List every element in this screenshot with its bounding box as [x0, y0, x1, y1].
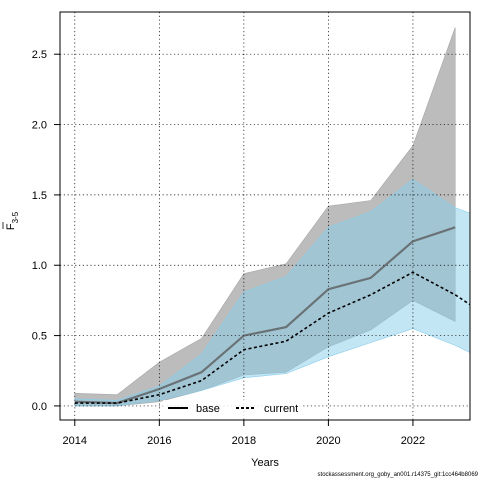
legend: base current — [163, 400, 303, 416]
x-tick-label-2022: 2022 — [401, 435, 425, 447]
x-tick-label-2018: 2018 — [232, 435, 256, 447]
plot-frame — [59, 11, 471, 421]
y-tick-label-2: 1.0 — [32, 260, 47, 272]
y-axis-title-sub: 3-5 — [11, 211, 20, 223]
footer-text: stockassessment.org_goby_an001.r14375_gi… — [318, 472, 479, 478]
y-tick-label-4: 2.0 — [32, 120, 47, 132]
y-axis-title: F3-5 — [2, 211, 20, 230]
series-lines — [74, 226, 471, 405]
x-tick-label-2020: 2020 — [316, 435, 340, 447]
band-current — [74, 179, 471, 407]
y-tick-label-1: 0.5 — [32, 331, 47, 343]
line-current — [74, 271, 471, 404]
x-axis-title: Years — [251, 457, 279, 469]
legend-label-base: base — [196, 403, 220, 415]
legend-label-current: current — [264, 403, 298, 415]
x-tick-label-2016: 2016 — [147, 435, 171, 447]
confidence-bands — [74, 27, 471, 407]
axes: 2014 2016 2018 2020 2022 0.0 0.5 1.0 1.5 2.0 2.5 — [32, 11, 471, 447]
y-tick-label-0: 0.0 — [32, 401, 47, 413]
svg-text:F3-5: F3-5 — [5, 211, 20, 230]
y-axis-title-main: F — [5, 223, 17, 230]
y-tick-label-3: 1.5 — [32, 190, 47, 202]
y-tick-label-5: 2.5 — [32, 49, 47, 61]
x-tick-label-2014: 2014 — [63, 435, 87, 447]
legend-box — [163, 400, 303, 416]
line-base — [74, 226, 456, 405]
